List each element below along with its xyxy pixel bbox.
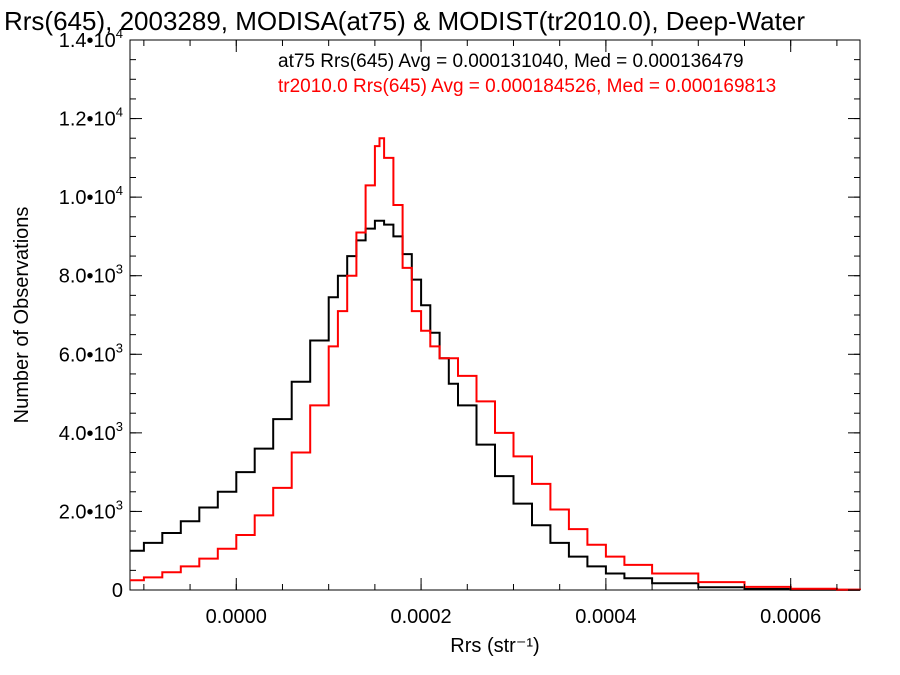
legend-entry-at75: at75 Rrs(645) Avg = 0.000131040, Med = 0… <box>278 51 744 72</box>
chart-title: Rrs(645), 2003289, MODISA(at75) & MODIST… <box>4 6 805 36</box>
y-tick-label: 4.0•103 <box>59 419 123 445</box>
y-tick-label: 6.0•103 <box>59 340 123 366</box>
y-tick-label: 1.4•104 <box>59 26 123 52</box>
y-tick-label: 2.0•103 <box>59 497 123 523</box>
series-layer <box>130 137 861 591</box>
y-tick-label: 1.2•104 <box>59 105 123 131</box>
y-tick-label: 8.0•103 <box>59 262 123 288</box>
x-axis-label: Rrs (str⁻¹) <box>450 635 539 657</box>
y-tick-label: 1.0•104 <box>59 183 123 209</box>
legend-entry-tr2010: tr2010.0 Rrs(645) Avg = 0.000184526, Med… <box>278 76 776 97</box>
x-tick-label: 0.0000 <box>206 606 267 628</box>
x-tick-label: 0.0002 <box>390 606 451 628</box>
y-axis-label: Number of Observations <box>11 207 33 424</box>
series-line-1 <box>130 137 861 591</box>
legend: at75 Rrs(645) Avg = 0.000131040, Med = 0… <box>278 51 776 97</box>
x-tick-label: 0.0004 <box>575 606 636 628</box>
y-tick-label: 0 <box>112 580 123 602</box>
plot-frame <box>129 39 861 591</box>
ticks-layer: 0.0000 0.0002 0.0004 0.0006 0 2.0•103 4.0•103 6… <box>59 26 860 628</box>
x-tick-label: 0.0006 <box>760 606 821 628</box>
